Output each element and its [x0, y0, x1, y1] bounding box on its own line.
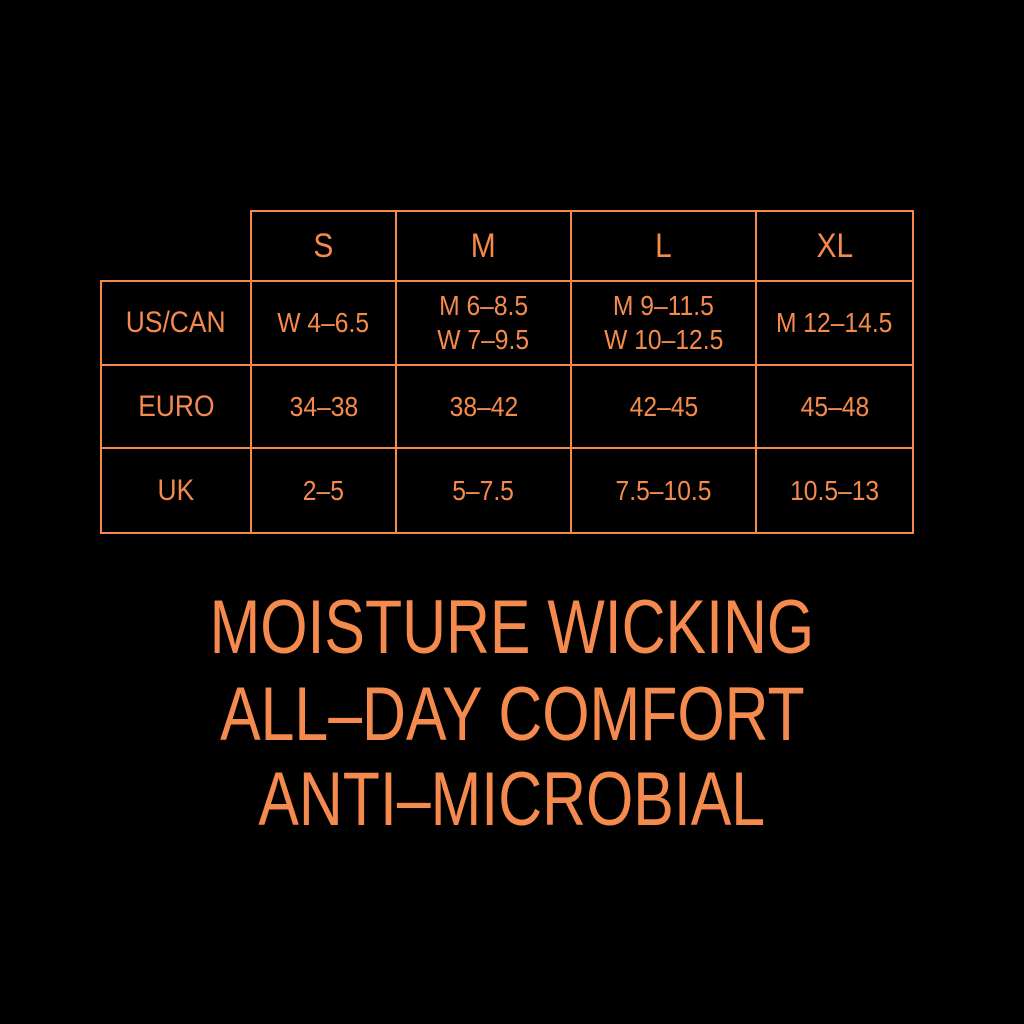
- cell-text: EURO: [137, 389, 215, 423]
- feature-text: ALL–DAY COMFORT: [219, 672, 805, 757]
- feature-line: ANTI–MICROBIAL: [0, 760, 1024, 840]
- table-cell: M 6–8.5 W 7–9.5: [395, 280, 572, 366]
- cell-text: US/CAN: [126, 306, 226, 339]
- table-cell: 34–38: [250, 364, 397, 449]
- table-cell: M 12–14.5: [755, 280, 914, 366]
- column-header-l: L: [570, 210, 757, 282]
- column-header-xl: XL: [755, 210, 914, 282]
- cell-text: 42–45: [629, 390, 698, 422]
- cell-text: W 4–6.5: [277, 307, 370, 338]
- cell-text: W 10–12.5: [603, 324, 724, 355]
- feature-text: MOISTURE WICKING: [209, 585, 815, 670]
- table-cell: 45–48: [755, 364, 914, 449]
- table-cell: 42–45: [570, 364, 757, 449]
- cell-text: M 6–8.5: [438, 290, 529, 321]
- cell-text: UK: [157, 473, 195, 507]
- cell-text: W 7–9.5: [437, 324, 530, 355]
- table-cell: 2–5: [250, 447, 397, 534]
- cell-text: 10.5–13: [789, 474, 880, 506]
- cell-text: XL: [816, 227, 853, 265]
- cell-text: 45–48: [800, 390, 869, 422]
- table-cell: 38–42: [395, 364, 572, 449]
- feature-text: ANTI–MICROBIAL: [258, 757, 766, 842]
- feature-line: MOISTURE WICKING: [0, 588, 1024, 668]
- cell-text: 34–38: [289, 390, 358, 422]
- feature-line: ALL–DAY COMFORT: [0, 675, 1024, 755]
- cell-text: 5–7.5: [452, 474, 515, 506]
- cell-text: S: [313, 227, 334, 265]
- table-cell: M 9–11.5 W 10–12.5: [570, 280, 757, 366]
- table-cell: 5–7.5: [395, 447, 572, 534]
- cell-text: L: [655, 227, 672, 265]
- cell-text: M 9–11.5: [613, 290, 714, 321]
- row-label-us-can: US/CAN: [100, 280, 252, 366]
- table-cell: 7.5–10.5: [570, 447, 757, 534]
- cell-text: M 12–14.5: [776, 307, 893, 338]
- cell-text: M: [471, 227, 496, 265]
- column-header-m: M: [395, 210, 572, 282]
- table-cell: 10.5–13: [755, 447, 914, 534]
- row-label-euro: EURO: [100, 364, 252, 449]
- row-label-uk: UK: [100, 447, 252, 534]
- cell-text: 7.5–10.5: [615, 474, 712, 506]
- cell-text: 2–5: [302, 474, 345, 506]
- table-cell: W 4–6.5: [250, 280, 397, 366]
- cell-text: 38–42: [449, 390, 518, 422]
- column-header-s: S: [250, 210, 397, 282]
